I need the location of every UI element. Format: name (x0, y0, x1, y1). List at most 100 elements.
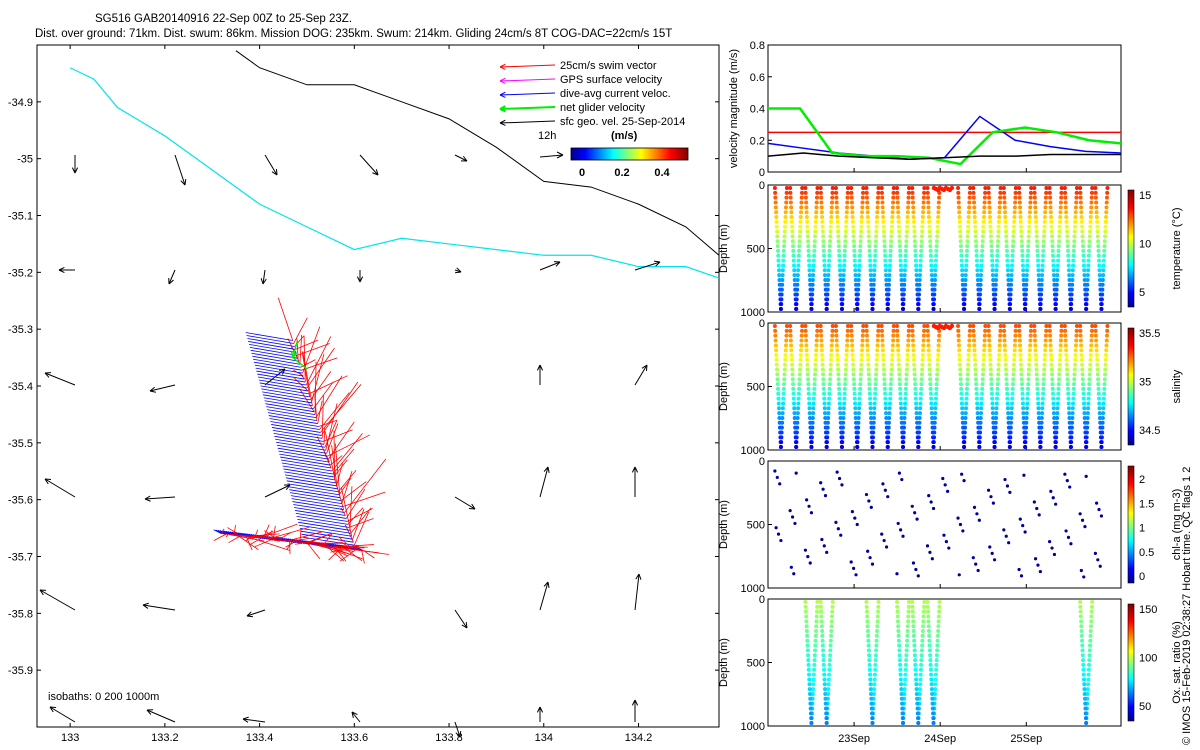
profile-point (828, 643, 833, 648)
profile-point (1020, 258, 1025, 263)
current-vector (257, 373, 306, 383)
profile-point (1001, 186, 1006, 190)
profile-point (975, 268, 980, 273)
profile-point (995, 253, 1000, 258)
profile-point (826, 401, 831, 406)
profile-point (1022, 473, 1026, 477)
profile-point (828, 234, 833, 239)
profile-point (907, 186, 912, 190)
profile-point (876, 324, 881, 328)
profile-point (1037, 513, 1041, 517)
profile-point (1027, 362, 1032, 367)
profile-point (895, 195, 900, 200)
profile-point (822, 396, 827, 401)
swim-vector (295, 339, 319, 350)
profile-point (811, 396, 816, 401)
profile-point (990, 396, 995, 401)
profile-point (777, 425, 782, 430)
profile-point (981, 229, 986, 234)
geo-velocity-arrow-head (553, 261, 561, 267)
profile-point (869, 277, 874, 282)
profile-point (1058, 338, 1063, 343)
profile-point (930, 557, 934, 561)
profile-point (935, 234, 940, 239)
profile-point (918, 672, 923, 677)
profile-point (917, 687, 922, 692)
profile-point (1043, 338, 1048, 343)
profile-point (781, 248, 786, 253)
profile-point (992, 445, 997, 449)
profile-point (912, 367, 917, 372)
profile-point (1026, 367, 1031, 372)
profile-point (927, 494, 931, 498)
profile-point (914, 411, 919, 416)
profile-point (840, 483, 844, 487)
profile-point (895, 572, 899, 576)
profile-point (880, 210, 885, 215)
profile-point (821, 244, 826, 249)
profile-point (865, 210, 870, 215)
profile-point (1080, 648, 1085, 653)
profile-point (836, 244, 841, 249)
profile-point (971, 556, 975, 560)
profile-point (803, 333, 808, 338)
profile-point (889, 362, 894, 367)
profile-point (1003, 353, 1008, 358)
profile-point (845, 328, 850, 333)
profile-point (1095, 367, 1100, 372)
profile-point (884, 425, 889, 430)
profile-point (826, 415, 831, 420)
profile-point (975, 512, 979, 516)
profile-point (1028, 328, 1033, 333)
geo-velocity-arrow-head (631, 699, 639, 706)
profile-point (927, 367, 932, 372)
profile-point (880, 195, 885, 200)
profile-point (1018, 343, 1023, 348)
profile-point (1066, 253, 1071, 258)
profile-point (775, 382, 780, 387)
profile-point (994, 277, 999, 282)
profile-point (1008, 490, 1012, 494)
swim-vector (311, 354, 325, 403)
profile-point (781, 263, 786, 268)
profile-point (936, 215, 941, 220)
profile-point (1062, 186, 1067, 190)
profile-point (1010, 253, 1015, 258)
profile-point (1036, 277, 1041, 282)
profile-point (783, 205, 788, 210)
profile-point (799, 205, 804, 210)
profile-point (1064, 215, 1069, 220)
profile-point (929, 500, 933, 504)
profile-point (897, 244, 902, 249)
profile-point (804, 205, 809, 210)
profile-point (1019, 234, 1024, 239)
profile-point (1021, 420, 1026, 425)
profile-point (918, 682, 923, 687)
profile-point (872, 258, 877, 263)
profile-point (1074, 195, 1079, 200)
profile-point (902, 415, 907, 420)
profile-point (868, 263, 873, 268)
profile-point (807, 687, 812, 692)
profile-point (925, 324, 930, 328)
profile-point (1050, 248, 1055, 253)
profile-point (927, 362, 932, 367)
profile-point (911, 353, 916, 358)
panel-colorbar-tick-label: 34.5 (1139, 425, 1160, 437)
profile-point (899, 411, 904, 416)
profile-point (804, 338, 809, 343)
profile-point (1009, 415, 1014, 420)
profile-point (1043, 343, 1048, 348)
profile-point (1038, 569, 1042, 574)
profile-point (874, 219, 879, 224)
profile-point (1095, 501, 1099, 505)
profile-point (1065, 382, 1070, 387)
profile-point (916, 307, 921, 311)
current-vector (283, 468, 334, 478)
profile-point (812, 244, 817, 249)
profile-point (1078, 338, 1083, 343)
panel-y-label: Depth (m) (718, 500, 730, 549)
profile-point (974, 244, 979, 249)
swim-vector (231, 534, 276, 539)
profile-point (1033, 338, 1038, 343)
